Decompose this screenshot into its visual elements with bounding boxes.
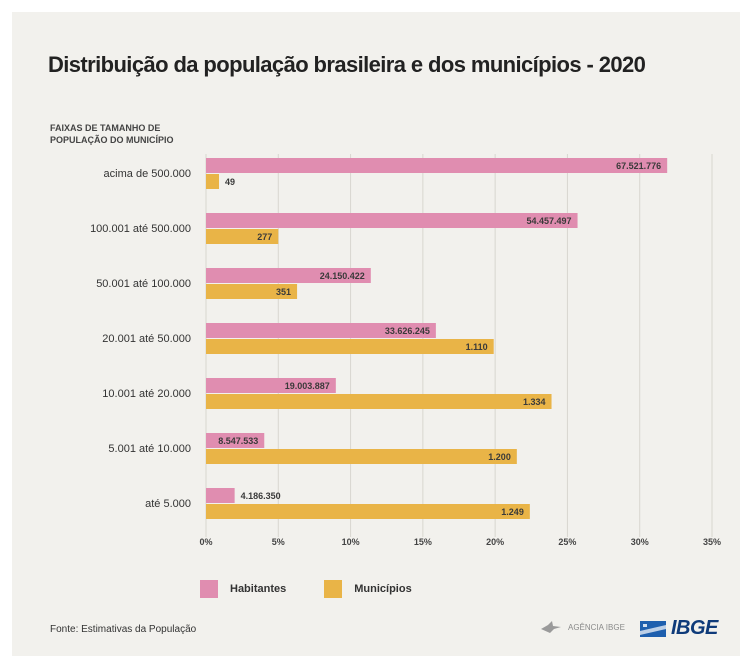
- data-label-habitantes: 8.547.533: [218, 436, 258, 446]
- bar-habitantes: [206, 158, 668, 173]
- data-label-habitantes: 54.457.497: [527, 216, 572, 226]
- ibge-logo: IBGE: [640, 617, 718, 640]
- category-label: 20.001 até 50.000: [102, 333, 191, 345]
- stub-header-line-2: POPULAÇÃO DO MUNICÍPIO: [50, 135, 174, 145]
- category-label: 5.001 até 10.000: [108, 443, 191, 455]
- legend-item-habitantes: Habitantes: [200, 580, 286, 598]
- bar-habitantes: [206, 378, 336, 393]
- data-label-habitantes: 19.003.887: [285, 381, 330, 391]
- x-tick-label: 35%: [703, 537, 721, 547]
- bar-municipios: [206, 504, 530, 519]
- bar-habitantes: [206, 323, 436, 338]
- data-label-habitantes: 24.150.422: [320, 271, 365, 281]
- data-label-municipios: 1.249: [501, 507, 524, 517]
- bar-municipios: [206, 339, 494, 354]
- ibge-flag-icon: [640, 620, 666, 637]
- bar-municipios: [206, 229, 279, 244]
- data-label-habitantes: 67.521.776: [616, 161, 661, 171]
- agency-label: AGÊNCIA IBGE: [568, 622, 625, 632]
- category-label: 10.001 até 20.000: [102, 388, 191, 400]
- chart-title: Distribuição da população brasileira e d…: [48, 52, 646, 77]
- x-tick-label: 0%: [199, 537, 212, 547]
- x-tick-label: 20%: [486, 537, 504, 547]
- legend-item-municipios: Municípios: [324, 580, 412, 598]
- source-note: Fonte: Estimativas da População: [50, 624, 197, 635]
- ibge-wordmark: IBGE: [671, 617, 718, 639]
- bar-habitantes: [206, 488, 235, 503]
- data-label-municipios: 1.110: [466, 342, 488, 352]
- legend-swatch-municipios: [324, 580, 343, 598]
- bird-icon: [541, 621, 561, 633]
- category-label: 50.001 até 100.000: [96, 278, 191, 290]
- agencia-ibge-logo: AGÊNCIA IBGE: [540, 620, 625, 634]
- legend: Habitantes Municípios: [200, 574, 412, 604]
- data-label-municipios: 277: [257, 232, 272, 242]
- data-label-municipios: 1.200: [488, 452, 511, 462]
- category-label: até 5.000: [145, 498, 191, 510]
- data-label-habitantes: 33.626.245: [385, 326, 430, 336]
- bar-municipios: [206, 449, 517, 464]
- category-label: 100.001 até 500.000: [90, 223, 191, 235]
- legend-swatch-habitantes: [200, 580, 218, 598]
- legend-label-habitantes: Habitantes: [230, 583, 287, 595]
- category-label: acima de 500.000: [104, 168, 191, 180]
- stub-header-line-1: FAIXAS DE TAMANHO DE: [50, 123, 161, 133]
- bar-municipios: [206, 174, 220, 189]
- bar-habitantes: [206, 268, 371, 283]
- x-tick-label: 10%: [342, 537, 360, 547]
- x-tick-label: 30%: [631, 537, 649, 547]
- stub-header: FAIXAS DE TAMANHO DE POPULAÇÃO DO MUNICÍ…: [50, 122, 210, 146]
- data-label-municipios: 49: [225, 177, 235, 187]
- legend-label-municipios: Municípios: [354, 583, 412, 595]
- data-label-municipios: 1.334: [523, 397, 546, 407]
- data-label-habitantes: 4.186.350: [241, 491, 281, 501]
- bar-municipios: [206, 284, 298, 299]
- bar-habitantes: [206, 433, 265, 448]
- bar-municipios: [206, 394, 552, 409]
- bar-habitantes: [206, 213, 578, 228]
- x-tick-label: 5%: [272, 537, 285, 547]
- x-tick-label: 15%: [414, 537, 432, 547]
- data-label-municipios: 351: [276, 287, 291, 297]
- x-tick-label: 25%: [558, 537, 576, 547]
